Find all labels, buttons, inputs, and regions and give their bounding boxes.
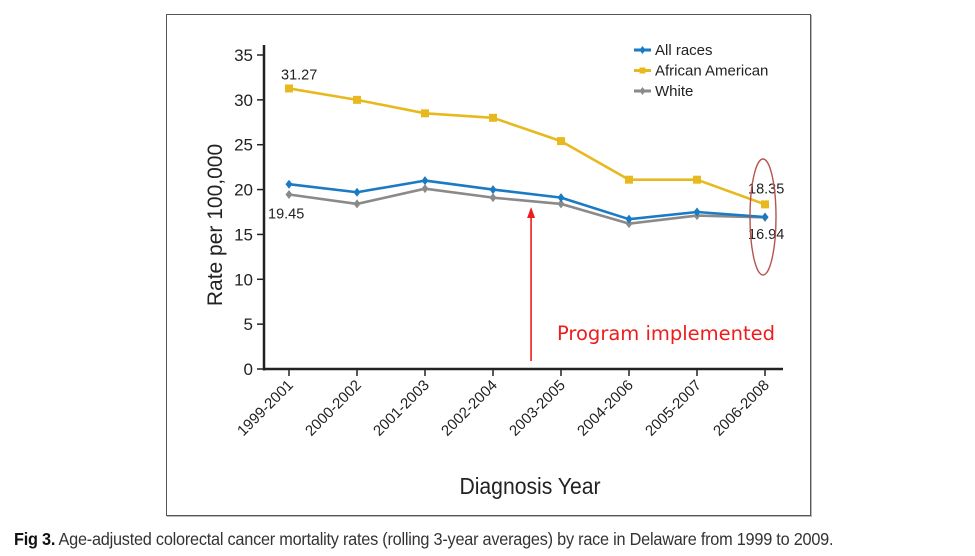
data-point — [353, 95, 361, 104]
data-point — [557, 193, 565, 203]
data-point — [557, 199, 565, 209]
line-chart: 0 5 10 15 20 25 30 35 1999-2001 2000-2002 2001-200… — [204, 42, 784, 499]
data-point — [353, 199, 361, 209]
y-tick-label: 15 — [234, 225, 253, 244]
data-point — [489, 185, 497, 195]
data-label: 31.27 — [281, 67, 317, 83]
data-point — [421, 109, 429, 118]
y-tick-label: 30 — [234, 91, 253, 110]
data-label: 19.45 — [268, 207, 304, 223]
data-point — [285, 190, 293, 200]
data-label: 16.94 — [748, 227, 784, 243]
x-tick-label: 2000-2002 — [302, 377, 365, 440]
legend-marker — [639, 67, 646, 74]
y-tick-label: 0 — [244, 360, 253, 379]
data-point — [693, 175, 701, 184]
figure-frame — [166, 14, 811, 516]
data-point — [761, 212, 769, 222]
program-implemented-label: Program implemented — [557, 322, 775, 345]
y-tick-label: 25 — [234, 136, 253, 155]
y-axis-label: Rate per 100,000 — [204, 144, 227, 306]
series-line — [288, 87, 766, 206]
legend-item: White — [634, 83, 693, 100]
highlight-ellipse — [749, 158, 777, 276]
legend-label: All races — [655, 42, 713, 59]
arrow-head-icon — [527, 207, 536, 218]
series-african-american — [285, 84, 769, 209]
program-implemented-arrow: Program implemented — [527, 207, 775, 361]
legend-item: All races — [634, 42, 713, 59]
legend-marker — [639, 87, 646, 95]
data-point — [285, 84, 293, 93]
y-tick-label: 35 — [234, 46, 253, 65]
y-tick-label: 5 — [244, 315, 253, 334]
series-all-races — [285, 176, 769, 224]
caption-text: Age-adjusted colorectal cancer mortality… — [55, 529, 834, 549]
x-tick-label: 2003-2005 — [506, 377, 569, 440]
x-tick-label: 2002-2004 — [438, 377, 501, 440]
data-point — [625, 175, 633, 184]
data-point — [421, 176, 429, 186]
caption-label: Fig 3. — [14, 529, 56, 549]
data-point — [421, 184, 429, 194]
x-tick-label: 2004-2006 — [574, 377, 637, 440]
data-point — [625, 214, 633, 224]
series-line — [288, 179, 766, 221]
figure-caption: Fig 3. Age-adjusted colorectal cancer mo… — [14, 529, 834, 550]
data-point — [557, 137, 565, 146]
data-point — [489, 193, 497, 203]
y-tick-label: 10 — [234, 270, 253, 289]
legend-label: African American — [655, 63, 768, 80]
data-point — [693, 207, 701, 217]
data-point — [761, 200, 769, 209]
legend-marker — [639, 46, 646, 54]
data-point — [285, 179, 293, 189]
y-tick-label: 20 — [234, 181, 253, 200]
x-tick-label: 1999-2001 — [234, 377, 297, 440]
legend-label: White — [655, 83, 693, 100]
data-point — [353, 187, 361, 197]
x-tick-label: 2001-2003 — [370, 377, 433, 440]
legend-item: African American — [634, 63, 768, 80]
x-axis-label: Diagnosis Year — [459, 473, 600, 499]
data-point — [489, 113, 497, 122]
data-label: 18.35 — [748, 181, 784, 197]
series-line — [288, 187, 766, 225]
x-tick-label: 2006-2008 — [710, 377, 773, 440]
x-tick-label: 2005-2007 — [642, 377, 705, 440]
